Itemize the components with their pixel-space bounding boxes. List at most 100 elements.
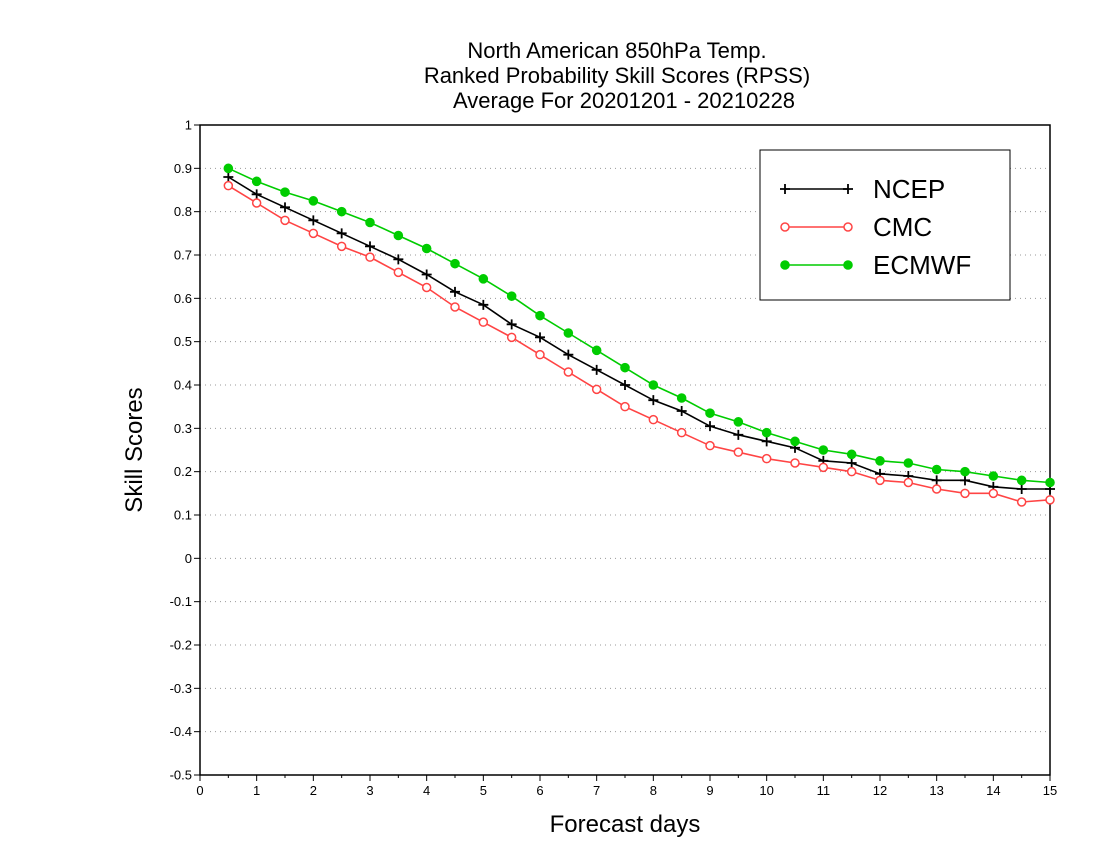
x-tick-label: 15 (1043, 783, 1057, 798)
data-point-ecmwf (506, 291, 517, 301)
x-tick-label: 10 (759, 783, 773, 798)
legend-marker-cmc (780, 222, 790, 232)
data-point-cmc (506, 332, 517, 343)
data-point-ncep (421, 269, 432, 280)
data-point-ecmwf (563, 328, 574, 338)
data-point-ecmwf (280, 187, 290, 197)
data-point-ncep (705, 421, 715, 432)
data-point-ecmwf (931, 464, 942, 475)
series-line-ecmwf (227, 167, 1051, 484)
data-point-cmc (818, 462, 829, 473)
data-point-cmc (280, 215, 290, 226)
data-point-ecmwf (620, 362, 630, 373)
data-point-cmc (903, 477, 914, 488)
data-point-ecmwf (648, 380, 659, 390)
x-axis-ticks: 0 1 2 3 4 5 6 7 8 9 10 11 12 13 14 15 (196, 775, 1057, 798)
data-point-ncep (535, 332, 545, 343)
data-point-ecmwf (676, 393, 687, 403)
x-tick-label: 11 (817, 783, 831, 798)
data-point-ncep (393, 254, 404, 265)
x-axis-label: Forecast days (550, 811, 701, 838)
legend-marker-cmc (843, 222, 853, 232)
data-point-ncep (478, 299, 489, 310)
legend-label-ecmwf: ECMWF (873, 250, 971, 280)
y-tick-label: -0.5 (170, 768, 192, 783)
legend-label-ncep: NCEP (873, 174, 945, 204)
data-point-cmc (790, 458, 800, 468)
x-tick-label: 12 (873, 783, 887, 798)
data-point-cmc (620, 401, 630, 412)
data-point-ncep (620, 380, 630, 390)
data-point-cmc (1045, 495, 1055, 505)
data-point-ecmwf (1016, 475, 1027, 486)
data-point-ecmwf (790, 436, 800, 447)
data-point-ncep (563, 349, 574, 360)
data-point-ecmwf (365, 217, 375, 228)
data-point-ecmwf (846, 449, 857, 460)
data-point-cmc (733, 447, 744, 457)
data-point-ncep (308, 215, 319, 226)
y-tick-label: -0.3 (170, 681, 192, 696)
data-point-ecmwf (988, 471, 999, 481)
data-point-ecmwf (450, 258, 460, 269)
series-layer (223, 163, 1055, 507)
x-tick-label: 9 (706, 783, 713, 798)
y-tick-label: 0 (185, 551, 192, 566)
chart-title-line-2: Ranked Probability Skill Scores (RPSS) (424, 63, 810, 88)
data-point-cmc (875, 475, 885, 486)
series-ecmwf (223, 163, 1055, 488)
data-point-ncep (931, 475, 942, 486)
series-line-cmc (227, 184, 1051, 503)
legend-marker-ecmwf (843, 260, 853, 270)
data-point-ncep (223, 172, 234, 182)
data-point-cmc (988, 488, 999, 499)
data-point-ecmwf (421, 243, 432, 254)
y-tick-label: 0.5 (174, 334, 192, 349)
data-point-cmc (931, 484, 942, 494)
data-point-cmc (591, 384, 602, 395)
data-point-cmc (846, 466, 857, 477)
legend-entry-ncep: NCEP (780, 174, 945, 204)
data-point-cmc (761, 453, 772, 464)
x-tick-label: 3 (366, 783, 373, 798)
data-point-cmc (676, 427, 687, 438)
data-point-ecmwf (535, 310, 545, 321)
data-point-cmc (563, 367, 574, 377)
data-point-cmc (308, 228, 319, 239)
x-tick-label: 8 (650, 783, 657, 798)
data-point-ncep (733, 429, 744, 440)
x-tick-label: 5 (480, 783, 487, 798)
y-axis-label: Skill Scores (121, 387, 148, 512)
x-tick-label: 13 (929, 783, 943, 798)
legend-marker-ncep (843, 184, 853, 194)
y-tick-label: 0.2 (174, 464, 192, 479)
data-point-ecmwf (733, 417, 744, 427)
y-tick-label: 0.7 (174, 248, 192, 263)
data-point-cmc (251, 198, 262, 208)
legend: NCEP CMC ECMWF (759, 149, 1011, 301)
data-point-ncep (506, 319, 517, 330)
data-point-cmc (223, 180, 234, 191)
x-tick-label: 14 (986, 783, 1000, 798)
y-tick-label: 0.4 (174, 378, 192, 393)
data-point-ecmwf (960, 466, 970, 477)
data-point-ncep (960, 475, 970, 486)
y-tick-label: 0.1 (174, 508, 192, 523)
data-point-ncep (280, 202, 290, 213)
data-point-cmc (1016, 497, 1027, 507)
data-point-ecmwf (761, 427, 772, 438)
x-tick-label: 0 (196, 783, 203, 798)
legend-marker-ncep (780, 184, 790, 194)
data-point-cmc (705, 440, 715, 451)
data-point-ecmwf (1045, 477, 1055, 488)
data-point-ecmwf (251, 176, 262, 187)
data-point-ncep (846, 458, 857, 468)
x-tick-label: 7 (593, 783, 600, 798)
legend-label-cmc: CMC (873, 212, 932, 242)
data-point-cmc (421, 282, 432, 293)
data-point-ncep (365, 241, 375, 252)
data-point-ecmwf (478, 274, 489, 284)
chart-title-line-3: Average For 20201201 - 20210228 (453, 88, 795, 113)
data-point-ecmwf (705, 408, 715, 418)
